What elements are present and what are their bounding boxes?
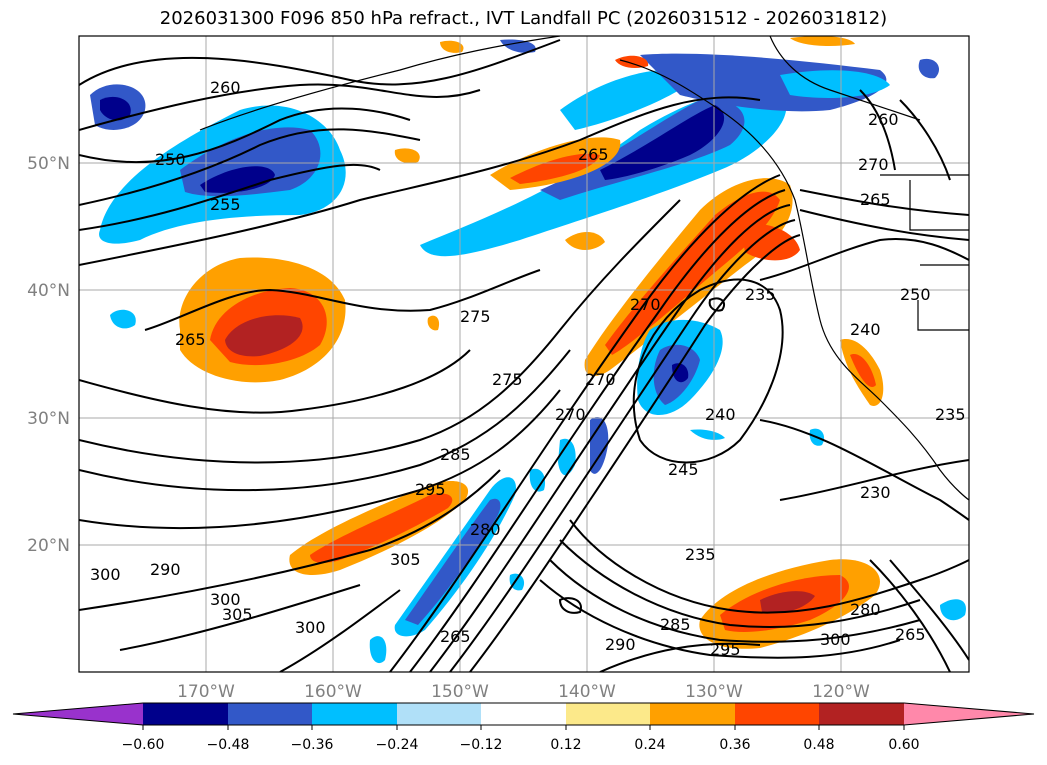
contour-label: 265 [578,145,609,164]
contour-label: 250 [155,150,186,169]
contour-label: 300 [295,618,326,637]
colorbar-tick-label: −0.48 [207,737,250,753]
colorbar-tick-label: −0.12 [460,737,503,753]
contour-label: 250 [900,285,931,304]
shaded-field [90,36,966,664]
colorbar-segment [819,703,904,725]
lat-label: 20°N [27,536,70,556]
contour-label: 285 [660,615,691,634]
contour-label: 285 [440,445,471,464]
colorbar-segment [650,703,735,725]
colorbar-segment [481,703,566,725]
lon-label: 170°W [177,682,235,702]
lat-labels: 50°N 40°N 30°N 20°N [27,154,70,556]
contour-label: 240 [705,405,736,424]
contour-label: 235 [745,285,776,304]
contour-label: 245 [668,460,699,479]
colorbar-segment [566,703,650,725]
contour-label: 305 [390,550,421,569]
colorbar-tick-label: 0.48 [803,737,834,753]
contour-label: 270 [585,370,616,389]
lat-label: 50°N [27,154,70,174]
lon-label: 120°W [812,682,870,702]
contour-label: 300 [90,565,121,584]
lon-label: 150°W [431,682,489,702]
lon-label: 140°W [558,682,616,702]
contour-label: 270 [555,405,586,424]
contour-label: 260 [210,78,241,97]
lon-label: 160°W [304,682,362,702]
contour-labels: 260 250 255 265 265 275 275 285 295 305 … [90,78,966,659]
colorbar: −0.60 −0.48 −0.36 −0.24 −0.12 0.12 0.24 … [12,702,1035,753]
contour-label: 300 [820,630,851,649]
colorbar-tick-label: 0.24 [634,737,665,753]
contour-label: 265 [860,190,891,209]
contour-label: 305 [222,605,253,624]
colorbar-segment [143,703,228,725]
colorbar-tick-label: 0.60 [888,737,919,753]
colorbar-extend-high [904,703,1034,725]
contour-label: 300 [210,590,241,609]
lat-label: 40°N [27,281,70,301]
contour-label: 280 [470,520,501,539]
map-content: 260 250 255 265 265 275 275 285 295 305 … [79,36,969,672]
contour-label: 230 [860,483,891,502]
lon-labels: 170°W 160°W 150°W 140°W 130°W 120°W [177,682,870,702]
contour-label: 235 [935,405,966,424]
contour-label: 265 [175,330,206,349]
contour-label: 270 [858,155,889,174]
contour-label: 240 [850,320,881,339]
colorbar-tick-label: 0.12 [550,737,581,753]
colorbar-extend-low [13,703,143,725]
colorbar-segment [735,703,819,725]
map-title: 2026031300 F096 850 hPa refract., IVT La… [159,8,888,29]
colorbar-tick-label: −0.60 [122,737,165,753]
contour-label: 295 [710,640,741,659]
contour-label: 265 [440,627,471,646]
colorbar-segment [312,703,397,725]
contour-label: 275 [492,370,523,389]
contour-label: 255 [210,195,241,214]
graticule [79,36,969,672]
contour-label: 275 [460,307,491,326]
contour-label: 270 [630,295,661,314]
lon-label: 130°W [685,682,743,702]
map-frame [78,35,970,673]
contour-label: 265 [895,625,926,644]
contour-label: 235 [685,545,716,564]
contour-label: 260 [868,110,899,129]
colorbar-tick-label: −0.36 [291,737,334,753]
colorbar-segment [397,703,481,725]
coastlines [199,36,969,501]
lat-label: 30°N [27,409,70,429]
contour-label: 295 [415,480,446,499]
contour-label: 290 [605,635,636,654]
contour-lines [79,39,969,672]
colorbar-tick-label: −0.24 [376,737,419,753]
contour-label: 290 [150,560,181,579]
colorbar-tick-label: 0.36 [719,737,750,753]
contour-label: 280 [850,600,881,619]
colorbar-segment [228,703,312,725]
